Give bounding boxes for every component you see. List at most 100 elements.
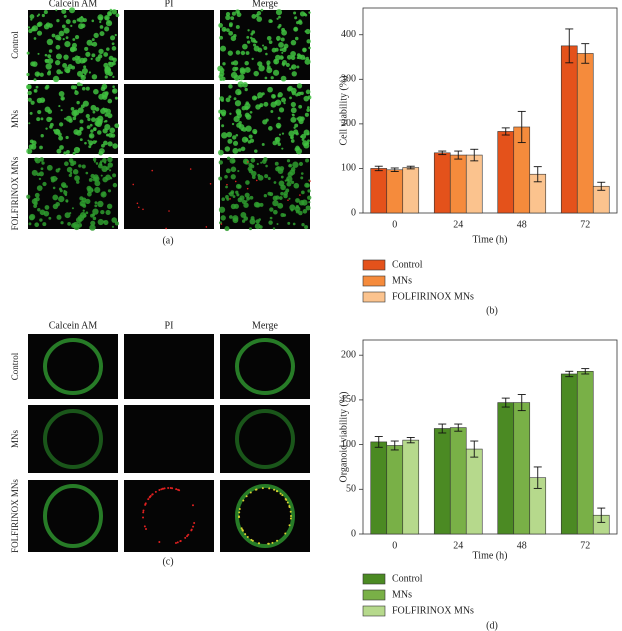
cell [300,172,304,175]
dead-cell [149,495,152,498]
cell [241,199,247,205]
x-axis-title: Time (h) [473,550,508,561]
cell [221,197,225,201]
dead-cell [163,487,166,490]
bar [465,154,483,214]
cell [44,106,51,113]
cell [290,116,297,123]
cell [57,167,61,171]
cell [266,67,273,74]
row-label: FOLFIRINOX MNs [10,156,20,230]
cell [95,120,103,128]
legend-label: Control [392,573,423,584]
cell [103,220,109,226]
cell [97,200,104,208]
cell [261,159,267,164]
dead-cell [250,538,253,541]
dead-cell [193,522,196,525]
cell [270,76,274,80]
cell [231,61,235,65]
cell [91,43,94,46]
cell [277,202,284,209]
cell [33,78,37,82]
cell [58,195,65,203]
cell [280,175,284,179]
bar [433,152,451,214]
image-background [220,480,310,552]
dead-cell [279,492,282,495]
cell [229,191,234,197]
cell [37,208,41,212]
cell [225,195,229,199]
cell [80,74,86,81]
cell [218,160,224,165]
cell [225,14,231,21]
cell [70,162,75,167]
cell [266,35,272,41]
cell [91,19,95,23]
cell [28,28,33,34]
cell [240,50,246,56]
x-tick-label: 24 [453,219,463,230]
cell [34,71,41,77]
micrograph [124,10,214,80]
panel-label: (c) [162,556,173,567]
cell [69,171,73,175]
cell [44,58,48,63]
cell [265,52,268,56]
error-bar [565,370,574,378]
cell [65,36,69,40]
cell [228,84,233,89]
cell [251,175,256,180]
cell [308,11,311,14]
cell [34,157,38,162]
cell [26,194,31,199]
cell [91,213,96,217]
legend-swatch [362,259,386,271]
dead-cell [190,529,193,532]
bar [513,402,531,535]
cell [47,54,52,59]
cell [308,46,311,50]
cell [70,106,75,111]
cell [298,161,304,167]
dead-cell [290,515,292,518]
cell [280,191,284,196]
cell [259,225,263,229]
cell [245,114,252,120]
cell [278,196,283,200]
error-bar [533,166,542,183]
cell [247,29,250,32]
cell [221,26,227,32]
error-bar [374,165,383,172]
cell [65,68,71,74]
cell [92,176,98,182]
cell [99,25,104,29]
cell [94,204,98,208]
cell [236,112,242,119]
cell [250,158,256,163]
cell [115,13,120,18]
cell [252,128,258,135]
cell [219,35,224,40]
cell [103,191,106,194]
cell [58,90,65,97]
cell [300,176,304,180]
cell [229,112,232,115]
dead-cell [257,542,260,545]
cell [100,209,105,215]
cell [64,212,71,219]
cell [221,124,225,128]
error-bar [597,181,606,191]
dead-cell [229,198,231,200]
cell [294,36,299,41]
dead-cell [268,487,271,490]
cell [93,127,97,131]
cell [256,16,263,22]
cell [43,23,50,30]
cell [248,134,253,139]
cell [104,113,109,117]
cell [224,226,230,232]
micrograph [218,81,312,156]
dead-cell [251,539,254,542]
